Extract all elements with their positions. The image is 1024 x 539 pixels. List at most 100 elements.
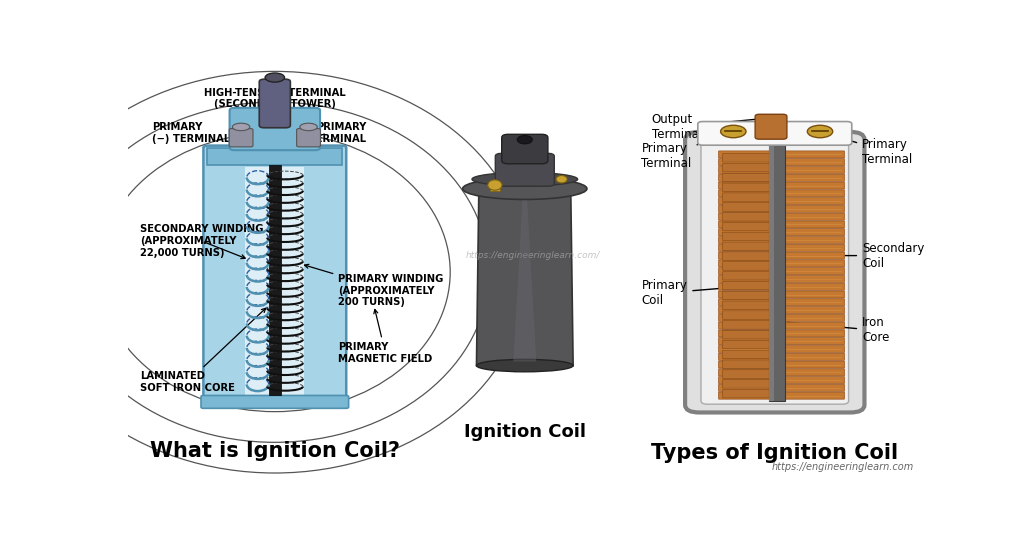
FancyBboxPatch shape [719,158,845,165]
FancyBboxPatch shape [719,283,845,290]
FancyBboxPatch shape [719,384,845,391]
FancyBboxPatch shape [719,330,845,337]
FancyBboxPatch shape [755,114,786,139]
FancyBboxPatch shape [719,260,845,267]
Text: Primary
Terminal: Primary Terminal [641,133,731,170]
Text: Iron
Core: Iron Core [787,316,890,344]
FancyBboxPatch shape [719,244,845,251]
FancyBboxPatch shape [722,173,772,182]
Text: Secondary
Coil: Secondary Coil [845,241,925,270]
FancyBboxPatch shape [722,272,772,280]
FancyBboxPatch shape [719,392,845,399]
FancyBboxPatch shape [719,174,845,181]
FancyBboxPatch shape [259,79,291,128]
FancyBboxPatch shape [719,322,845,329]
FancyBboxPatch shape [719,377,845,384]
Text: Primary
Coil: Primary Coil [641,279,764,307]
Ellipse shape [232,123,250,130]
FancyBboxPatch shape [719,307,845,314]
FancyBboxPatch shape [719,151,845,158]
FancyBboxPatch shape [722,379,772,388]
Bar [490,183,500,191]
FancyBboxPatch shape [719,205,845,212]
FancyBboxPatch shape [722,301,772,309]
Text: PRIMARY
MAGNETIC FIELD: PRIMARY MAGNETIC FIELD [338,309,432,364]
FancyBboxPatch shape [722,340,772,349]
Polygon shape [513,199,537,362]
FancyBboxPatch shape [719,299,845,306]
Ellipse shape [463,178,587,199]
Text: PRIMARY
(−) TERMINAL: PRIMARY (−) TERMINAL [152,122,237,144]
Bar [245,167,304,395]
FancyBboxPatch shape [722,321,772,329]
FancyBboxPatch shape [502,134,548,164]
Text: HIGH-TENSION TERMINAL
(SECONDARY TOWER): HIGH-TENSION TERMINAL (SECONDARY TOWER) [204,87,346,109]
FancyBboxPatch shape [722,242,772,251]
FancyBboxPatch shape [719,213,845,220]
FancyBboxPatch shape [719,229,845,236]
Ellipse shape [517,135,532,144]
FancyBboxPatch shape [719,252,845,259]
FancyBboxPatch shape [722,311,772,319]
Ellipse shape [476,360,573,372]
Text: SECONDARY WINDING
(APPROXIMATELY
22,000 TURNS): SECONDARY WINDING (APPROXIMATELY 22,000 … [140,224,263,259]
Text: Output
Terminal: Output Terminal [651,113,768,141]
FancyBboxPatch shape [722,281,772,290]
FancyBboxPatch shape [719,369,845,376]
Text: https://engineeringlearn.com/: https://engineeringlearn.com/ [466,251,600,260]
FancyBboxPatch shape [722,154,772,162]
FancyBboxPatch shape [204,146,346,399]
FancyBboxPatch shape [722,252,772,260]
FancyBboxPatch shape [722,183,772,191]
FancyBboxPatch shape [719,268,845,275]
FancyBboxPatch shape [496,154,554,186]
FancyBboxPatch shape [722,370,772,378]
FancyBboxPatch shape [719,167,845,174]
Ellipse shape [487,180,502,190]
Text: PRIMARY WINDING
(APPROXIMATELY
200 TURNS): PRIMARY WINDING (APPROXIMATELY 200 TURNS… [304,264,443,307]
FancyBboxPatch shape [719,291,845,298]
Polygon shape [476,196,573,365]
Ellipse shape [556,176,567,183]
FancyBboxPatch shape [719,221,845,228]
FancyBboxPatch shape [722,350,772,358]
FancyBboxPatch shape [719,190,845,197]
Text: Ignition Coil: Ignition Coil [464,423,586,441]
FancyBboxPatch shape [719,337,845,345]
FancyBboxPatch shape [722,212,772,221]
FancyBboxPatch shape [722,330,772,339]
Bar [769,143,773,401]
FancyBboxPatch shape [722,262,772,270]
FancyBboxPatch shape [719,314,845,321]
FancyBboxPatch shape [722,291,772,300]
FancyBboxPatch shape [722,163,772,172]
FancyBboxPatch shape [697,121,852,145]
Text: PRIMARY
(+) TERMINAL: PRIMARY (+) TERMINAL [288,122,367,144]
FancyBboxPatch shape [229,108,321,150]
Text: Types of Ignition Coil: Types of Ignition Coil [651,443,898,463]
FancyBboxPatch shape [719,361,845,368]
Ellipse shape [807,125,833,138]
Ellipse shape [265,73,285,82]
FancyBboxPatch shape [722,193,772,202]
Text: https://engineeringlearn.com: https://engineeringlearn.com [771,462,913,472]
Ellipse shape [300,123,317,130]
Text: LAMINATED
SOFT IRON CORE: LAMINATED SOFT IRON CORE [140,308,265,393]
FancyBboxPatch shape [719,345,845,353]
FancyBboxPatch shape [701,140,849,404]
FancyBboxPatch shape [719,353,845,360]
FancyBboxPatch shape [229,129,253,147]
FancyBboxPatch shape [719,198,845,205]
Text: Primary
Terminal: Primary Terminal [822,132,912,166]
Bar [207,148,342,165]
FancyBboxPatch shape [722,203,772,211]
FancyBboxPatch shape [201,396,348,409]
FancyBboxPatch shape [719,275,845,282]
Text: What is Ignition Coil?: What is Ignition Coil? [150,441,399,461]
FancyBboxPatch shape [722,390,772,398]
FancyBboxPatch shape [722,223,772,231]
Bar [268,165,281,395]
FancyBboxPatch shape [722,232,772,241]
FancyBboxPatch shape [685,132,864,412]
FancyBboxPatch shape [719,237,845,244]
